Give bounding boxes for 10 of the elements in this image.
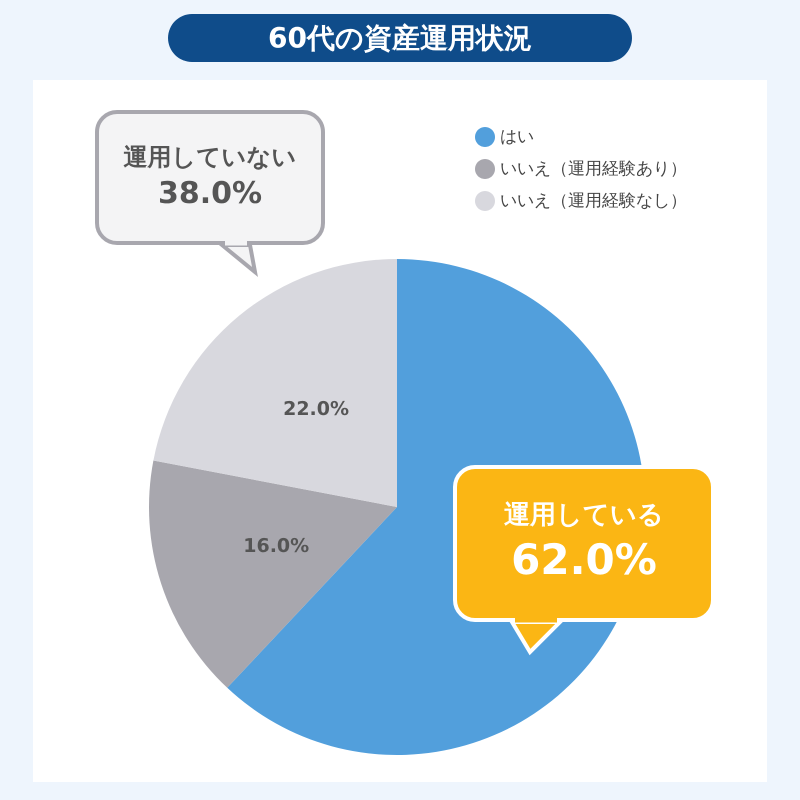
text: 運用している bbox=[504, 499, 664, 532]
text: 62.0% bbox=[511, 534, 657, 586]
data-label: 22.0% bbox=[283, 398, 350, 420]
text: 38.0% bbox=[158, 174, 262, 213]
data-label: 16.0% bbox=[243, 535, 310, 558]
legend-label: いいえ（運用経験なし） bbox=[500, 191, 687, 211]
legend-label: はい bbox=[500, 127, 534, 147]
text: 運用していない bbox=[124, 142, 296, 174]
chart-title: 60代の資産運用状況 bbox=[268, 22, 532, 54]
legend-label: いいえ（運用経験あり） bbox=[500, 159, 687, 179]
